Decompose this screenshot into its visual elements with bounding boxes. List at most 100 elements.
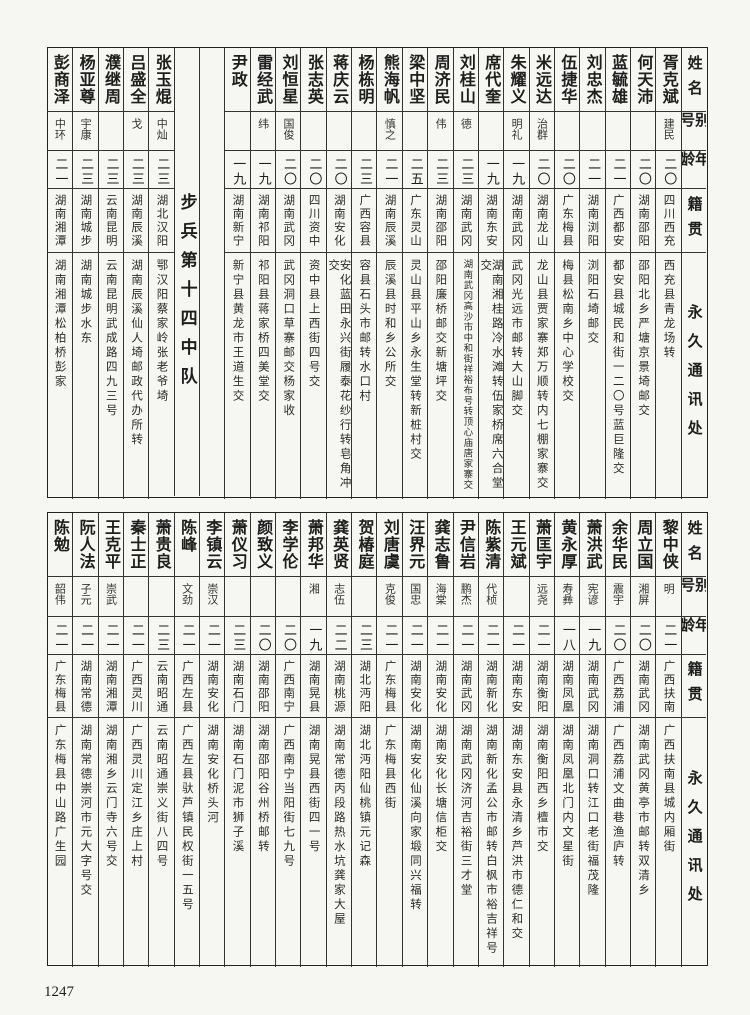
age-text: 二〇 bbox=[280, 623, 296, 653]
cell-origin: 湖南晃县 bbox=[300, 655, 327, 718]
alias-text: 明 bbox=[662, 583, 676, 594]
name-text: 萧洪武 bbox=[583, 519, 603, 570]
age-text: 二三 bbox=[230, 623, 246, 653]
address-text: 湖南安化仙溪向家塅同兴福转 bbox=[408, 724, 423, 913]
cell-name: 龚英贤 bbox=[325, 513, 352, 577]
cell-origin: 广西容县 bbox=[351, 189, 377, 253]
cell-age: 二一 bbox=[376, 617, 403, 655]
cell-name: 萧仪习 bbox=[224, 513, 251, 577]
cell-origin: 广西左县 bbox=[173, 655, 200, 718]
alias-text: 克俊 bbox=[383, 583, 397, 605]
header-alias-label: 别号 bbox=[680, 112, 707, 137]
alias-text: 湘屏 bbox=[636, 583, 650, 605]
cell-address: 湖南城步水东 bbox=[72, 253, 98, 499]
alias-text: 韶伟 bbox=[53, 583, 67, 605]
cell-address: 武冈洞口草寨邮交杨家收 bbox=[275, 253, 301, 499]
cell-alias: 国忠 bbox=[401, 577, 428, 617]
cell-alias: 崇武 bbox=[97, 577, 124, 617]
age-text: 二一 bbox=[610, 157, 626, 187]
cell-name: 阮人法 bbox=[72, 513, 99, 577]
cell-address: 武冈光远市邮转大山脚交 bbox=[503, 253, 529, 499]
address-text: 湖南武冈高沙市中和街祥裕布号转顶心庙唐家寨交 bbox=[461, 259, 473, 490]
cell-name: 熊海帆 bbox=[376, 48, 403, 112]
origin-text: 湖南城步 bbox=[79, 194, 94, 248]
origin-text: 湖南邵阳 bbox=[637, 194, 652, 248]
age-text: 二一 bbox=[407, 623, 423, 653]
cell-alias: 明礼 bbox=[503, 112, 530, 151]
address-text: 湖南武冈黄亭市邮转双清乡 bbox=[637, 724, 652, 898]
cell-age: 二一 bbox=[452, 617, 479, 655]
origin-text: 湖南石门 bbox=[231, 660, 246, 714]
cell-name: 张志英 bbox=[300, 48, 327, 112]
cell-age: 二三 bbox=[148, 617, 175, 655]
address-text: 灵山县平山乡永生堂转新桩村交 bbox=[408, 259, 423, 462]
alias-text: 寿彝 bbox=[560, 583, 574, 605]
address-text: 鄂汉阳蔡家岭张老爷埼 bbox=[155, 259, 170, 404]
cell-alias: 震宇 bbox=[604, 577, 631, 617]
address-text: 辰溪县时和乡公所交 bbox=[383, 259, 398, 390]
origin-text: 湖南新宁 bbox=[231, 194, 246, 248]
cell-origin: 湖南新化 bbox=[477, 655, 504, 718]
cell-alias: 戈 bbox=[122, 112, 149, 151]
address-text: 资中县上西街四号交 bbox=[307, 259, 322, 390]
origin-text: 湖南桃源 bbox=[332, 660, 347, 714]
origin-text: 湖南武冈 bbox=[637, 660, 652, 714]
origin-text: 四川资中 bbox=[307, 194, 322, 248]
page-number: 1247 bbox=[44, 984, 74, 1000]
origin-text: 湖南安化 bbox=[434, 660, 449, 714]
address-text: 广西南宁当阳街七九号 bbox=[282, 724, 297, 869]
cell-age: 二一 bbox=[376, 151, 403, 189]
cell-name: 雷经武 bbox=[249, 48, 276, 112]
origin-text: 广东灵山 bbox=[408, 194, 423, 248]
section-column: 步兵第十四中队 bbox=[173, 48, 200, 496]
cell-address: 湖南常德丙段路热水坑龚家大屋 bbox=[325, 718, 352, 967]
name-text: 贺椿庭 bbox=[355, 519, 375, 570]
cell-address: 广东梅县西街 bbox=[376, 718, 402, 967]
cell-age: 二〇 bbox=[655, 151, 682, 189]
cell-age: 二三 bbox=[224, 617, 251, 655]
address-text: 西充县青龙场转 bbox=[662, 259, 677, 361]
alias-text: 治群 bbox=[535, 118, 549, 140]
age-text: 二一 bbox=[483, 623, 499, 653]
cell-address: 灵山县平山乡永生堂转新桩村交 bbox=[401, 253, 428, 499]
header-address-label: 永久通讯处 bbox=[685, 770, 704, 915]
origin-text: 湖南浏阳 bbox=[586, 194, 601, 248]
cell-age: 二三 bbox=[452, 151, 479, 189]
cell-age: 二〇 bbox=[275, 617, 301, 655]
alias-text: 文劲 bbox=[180, 583, 194, 605]
age-text: 二〇 bbox=[559, 157, 575, 187]
cell-address: 湖南邵阳谷州桥邮转 bbox=[249, 718, 276, 967]
cell-age: 一九 bbox=[224, 151, 251, 189]
cell-age: 二一 bbox=[503, 617, 530, 655]
age-text: 一九 bbox=[230, 157, 246, 187]
origin-text: 湖南安化 bbox=[408, 660, 423, 714]
cell-address: 新宁县黄龙市王道生交 bbox=[224, 253, 250, 499]
cell-origin: 湖南邵阳 bbox=[427, 189, 453, 253]
cell-name: 颜致义 bbox=[249, 513, 276, 577]
address-text: 湖南湘潭松柏桥彭家 bbox=[53, 259, 68, 390]
cell-age: 二〇 bbox=[629, 617, 656, 655]
header-name-label: 姓名 bbox=[685, 519, 704, 570]
cell-address: 广西灵川定江乡庄上村 bbox=[122, 718, 149, 967]
age-text: 二二 bbox=[331, 623, 347, 653]
name-text: 尹信岩 bbox=[456, 519, 476, 570]
name-text: 梁中坚 bbox=[406, 54, 426, 105]
address-text: 湖南常德丙段路热水坑龚家大屋 bbox=[332, 724, 347, 927]
cell-alias: 国俊 bbox=[275, 112, 301, 151]
name-text: 雷经武 bbox=[254, 54, 274, 105]
cell-alias bbox=[300, 112, 327, 151]
age-text: 二〇 bbox=[661, 157, 677, 187]
alias-text: 崇汉 bbox=[205, 583, 219, 605]
age-text: 二〇 bbox=[635, 623, 651, 653]
cell-address: 湖南凤凰北门内文星街 bbox=[553, 718, 580, 967]
alias-text: 建民 bbox=[662, 118, 676, 140]
cell-age: 一九 bbox=[300, 617, 327, 655]
cell-age: 二一 bbox=[122, 617, 149, 655]
cell-alias bbox=[351, 112, 377, 151]
cell-address: 容县石头市邮转水口村 bbox=[351, 253, 377, 499]
cell-alias: 湘屏 bbox=[629, 577, 656, 617]
cell-age: 二一 bbox=[604, 151, 631, 189]
name-text: 张志英 bbox=[304, 54, 324, 105]
cell-alias: 伟 bbox=[427, 112, 453, 151]
address-text: 武冈洞口草寨邮交杨家收 bbox=[282, 259, 297, 419]
